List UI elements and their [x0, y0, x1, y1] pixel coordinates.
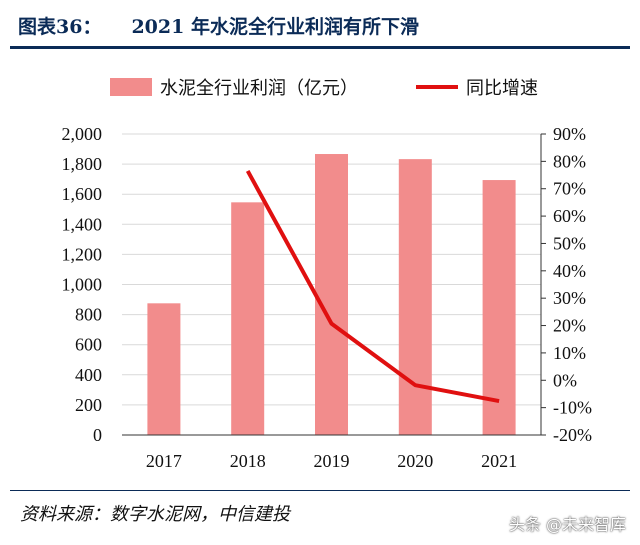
- x-tick-label: 2020: [397, 451, 433, 471]
- bar: [231, 202, 265, 435]
- y-right-tick-label: -20%: [553, 425, 592, 445]
- x-tick-label: 2021: [481, 451, 517, 471]
- y-left-tick-label: 1,400: [62, 214, 103, 234]
- y-right-tick-label: 70%: [553, 179, 586, 199]
- bar: [398, 159, 432, 436]
- x-tick-label: 2018: [230, 451, 266, 471]
- chart-svg: 0 200 400 600 800 1,000 1,200 1,400 1,600 1,800 2,…: [62, 78, 593, 471]
- bar: [482, 180, 516, 435]
- figure-label: 图表36：: [18, 15, 102, 38]
- line-series: [245, 169, 500, 404]
- y-left-tick-label: 1,200: [62, 244, 103, 264]
- y-right-tick-label: 30%: [553, 288, 586, 308]
- y-right-tick-label: 50%: [553, 233, 586, 253]
- y-right-tick-label: 40%: [553, 261, 586, 281]
- y-left-tick-label: 1,600: [62, 184, 103, 204]
- y-left-tick-label: 200: [75, 395, 102, 415]
- x-tick-label: 2017: [146, 451, 182, 471]
- bar: [147, 303, 181, 435]
- axes: 0 200 400 600 800 1,000 1,200 1,400 1,600 1,800 2,…: [62, 124, 593, 471]
- chart-title: 2021 年水泥全行业利润有所下滑: [131, 15, 419, 38]
- legend-bar-label: 水泥全行业利润（亿元）: [160, 78, 358, 99]
- watermark: 头条 @未来智库: [508, 515, 626, 534]
- y-right-tick-label: 10%: [553, 343, 586, 363]
- title-row: 图表36： 2021 年水泥全行业利润有所下滑: [10, 8, 419, 42]
- x-tick-label: 2019: [314, 451, 350, 471]
- y-right-tick-label: 60%: [553, 206, 586, 226]
- y-left-tick-label: 1,800: [62, 154, 103, 174]
- y-left-tick-label: 600: [75, 335, 102, 355]
- y-left-tick-label: 0: [93, 425, 102, 445]
- y-right-tick-label: -10%: [553, 398, 592, 418]
- title-divider: [10, 46, 630, 49]
- source-note: 资料来源：数字水泥网，中信建投: [20, 504, 290, 525]
- y-right-tick-label: 0%: [553, 370, 577, 390]
- y-left-tick-label: 1,000: [62, 275, 103, 295]
- y-left-tick-label: 2,000: [62, 124, 103, 144]
- legend-line-label: 同比增速: [466, 78, 538, 99]
- y-left-tick-label: 800: [75, 305, 102, 325]
- bar: [315, 154, 348, 435]
- legend: 水泥全行业利润（亿元） 同比增速: [110, 78, 538, 99]
- source-divider: [10, 490, 630, 491]
- y-left-tick-label: 400: [75, 365, 102, 385]
- growth-line: [245, 169, 500, 404]
- y-right-tick-label: 80%: [553, 151, 586, 171]
- legend-bar-swatch: [110, 78, 152, 96]
- y-right-tick-label: 20%: [553, 316, 586, 336]
- y-right-tick-label: 90%: [553, 124, 586, 144]
